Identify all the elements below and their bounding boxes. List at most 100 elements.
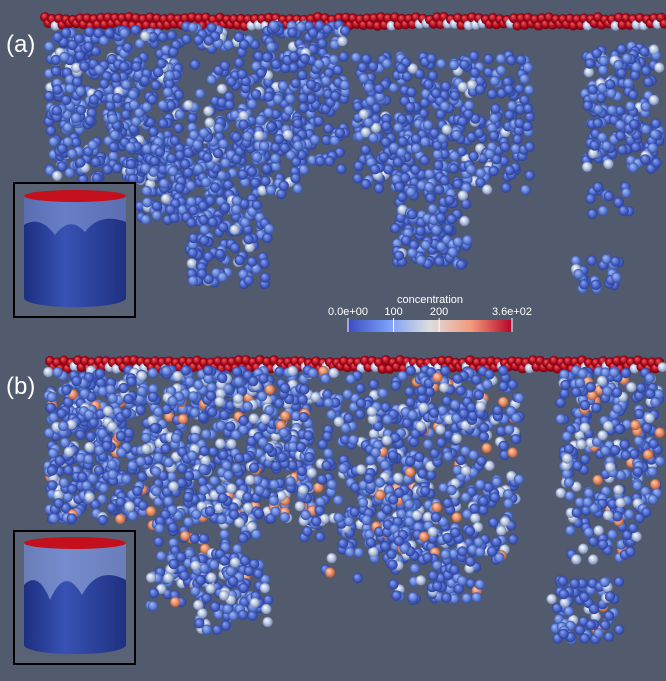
particle [230, 557, 240, 567]
particle [391, 590, 401, 600]
particle [489, 166, 499, 176]
particle [450, 400, 460, 410]
particle [610, 445, 620, 455]
particle [482, 184, 492, 194]
particle [584, 488, 594, 498]
particle [439, 175, 449, 185]
particle [188, 22, 198, 32]
particle [394, 536, 404, 546]
colorbar-tick-label: 3.6e+02 [492, 306, 532, 318]
particle [451, 130, 461, 140]
particle [396, 147, 406, 157]
particle [264, 405, 274, 415]
particle [614, 624, 624, 634]
particle [308, 368, 318, 378]
particle [161, 194, 171, 204]
particle [496, 65, 506, 75]
particle [126, 159, 136, 169]
particle [54, 498, 64, 508]
particle [200, 455, 210, 465]
particle [379, 152, 389, 162]
particle [321, 76, 331, 86]
particle [476, 456, 486, 466]
particle [323, 448, 333, 458]
particle [104, 28, 114, 38]
particle [243, 234, 253, 244]
particle [564, 606, 574, 616]
particle [370, 164, 380, 174]
particle [433, 160, 443, 170]
particle [407, 209, 417, 219]
particle [650, 479, 660, 489]
particle [220, 202, 230, 212]
particle [274, 134, 284, 144]
particle [402, 418, 412, 428]
particle [269, 479, 279, 489]
particle [47, 480, 57, 490]
particle [137, 471, 147, 481]
particle [489, 113, 499, 123]
particle [212, 625, 222, 635]
particle [219, 590, 229, 600]
particle [436, 437, 446, 447]
particle [407, 248, 417, 258]
particle [231, 204, 241, 214]
particle [51, 66, 61, 76]
particle [523, 103, 533, 113]
particle [443, 224, 453, 234]
particle [59, 478, 69, 488]
particle [446, 485, 456, 495]
particle [219, 555, 229, 565]
particle [468, 151, 478, 161]
particle [575, 378, 585, 388]
particle [426, 470, 436, 480]
particle [274, 398, 284, 408]
particle [562, 431, 572, 441]
particle [132, 486, 142, 496]
particle [252, 200, 262, 210]
particle [423, 79, 433, 89]
particle [218, 493, 228, 503]
particle [634, 409, 644, 419]
particle [439, 382, 449, 392]
particle [457, 546, 467, 556]
particle [651, 118, 661, 128]
particle [593, 104, 603, 114]
particle [184, 471, 194, 481]
particle [623, 78, 633, 88]
particle [277, 452, 287, 462]
particle [449, 163, 459, 173]
particle [429, 448, 439, 458]
particle [233, 376, 243, 386]
particle [585, 193, 595, 203]
particle [522, 121, 532, 131]
particle [226, 77, 236, 87]
particle [161, 366, 171, 376]
particle [84, 492, 94, 502]
particle [92, 173, 102, 183]
particle [237, 69, 247, 79]
particle [184, 376, 194, 386]
particle [141, 433, 151, 443]
particle [420, 137, 430, 147]
particle [280, 383, 290, 393]
particle [516, 55, 526, 65]
particle [582, 162, 592, 172]
particle [57, 408, 67, 418]
particle [348, 435, 358, 445]
particle [416, 421, 426, 431]
particle [326, 553, 336, 563]
particle [131, 61, 141, 71]
particle [169, 559, 179, 569]
particle [159, 178, 169, 188]
particle [150, 423, 160, 433]
particle [121, 109, 131, 119]
particle [556, 488, 566, 498]
particle [456, 455, 466, 465]
particle [338, 538, 348, 548]
particle [599, 56, 609, 66]
particle [95, 368, 105, 378]
particle [112, 163, 122, 173]
particle [388, 450, 398, 460]
particle [580, 454, 590, 464]
